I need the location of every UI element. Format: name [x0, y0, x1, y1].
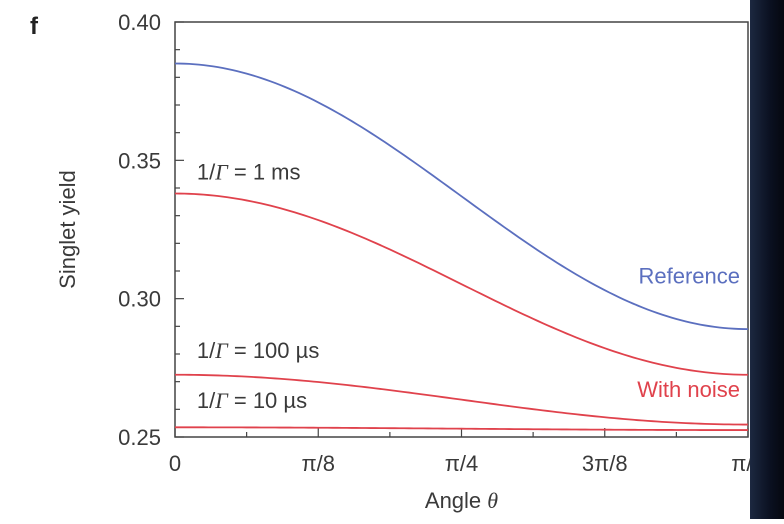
y-axis-label: Singlet yield — [55, 170, 80, 289]
x-tick-label: π/8 — [301, 451, 335, 476]
curve-label: 1/Γ = 1 ms — [197, 160, 301, 185]
x-tick-label: 0 — [169, 451, 181, 476]
x-axis-label-symbol: θ — [487, 488, 498, 513]
x-axis-label-text: Angle — [425, 488, 481, 513]
y-tick-label: 0.25 — [118, 425, 161, 450]
plot-frame — [174, 21, 749, 438]
series-line-1 — [174, 192, 749, 376]
y-tick-label: 0.40 — [118, 10, 161, 35]
curve-labels: Reference With noise 1/Γ = 1 ms 1/Γ = 100 µ… — [197, 160, 740, 413]
x-tick-label: π/4 — [445, 451, 479, 476]
y-axis-ticks: 0.25 0.30 0.35 0.40 — [118, 10, 184, 450]
y-tick-label: 0.35 — [118, 148, 161, 173]
annotation-label: With noise — [637, 377, 740, 402]
series-lines — [174, 62, 749, 431]
x-axis-label: Angle θ — [425, 488, 498, 513]
series-line-0 — [174, 62, 749, 330]
x-axis-ticks: 0 π/8 π/4 3π/8 π/2 — [169, 428, 765, 476]
series-line-3 — [175, 426, 748, 431]
curve-label: 1/Γ = 100 µs — [197, 338, 319, 363]
right-edge-strip — [750, 0, 784, 519]
curve-label: 1/Γ = 10 µs — [197, 388, 307, 413]
x-tick-label: 3π/8 — [582, 451, 628, 476]
panel-label: f — [30, 13, 39, 40]
annotation-label: Reference — [638, 263, 740, 288]
series-line-2 — [174, 373, 749, 426]
y-tick-label: 0.30 — [118, 287, 161, 312]
